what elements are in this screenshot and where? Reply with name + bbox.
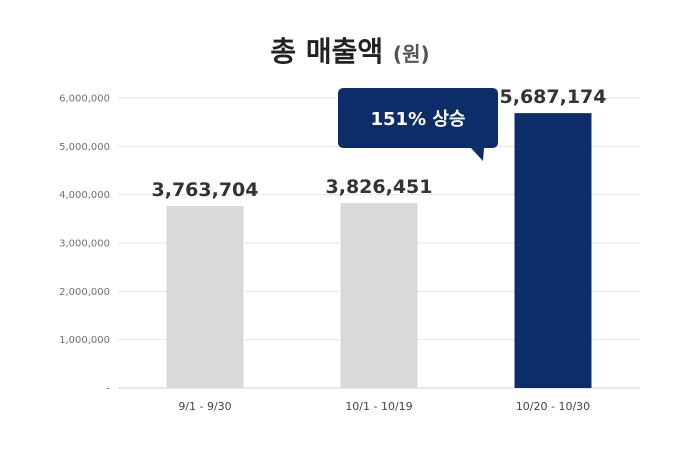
chart-title-text: 총 매출액	[270, 35, 384, 68]
data-label: 5,687,174	[500, 86, 607, 108]
x-tick-label: 10/1 - 10/19	[345, 400, 412, 413]
y-tick-label: 3,000,000	[59, 239, 110, 250]
y-tick-label: 2,000,000	[59, 287, 110, 298]
y-tick-label: 6,000,000	[59, 94, 110, 105]
callout-bubble	[338, 88, 498, 161]
y-tick-label: 4,000,000	[59, 190, 110, 201]
bar	[340, 203, 418, 388]
y-tick-label: 5,000,000	[59, 142, 110, 153]
data-label: 3,763,704	[152, 179, 259, 201]
bar	[166, 206, 244, 388]
x-tick-label: 10/20 - 10/30	[516, 400, 590, 413]
x-tick-label: 9/1 - 9/30	[178, 400, 231, 413]
chart-title: 총 매출액 (원)	[0, 30, 700, 70]
y-tick-label: -	[106, 384, 110, 395]
chart-title-unit: (원)	[392, 42, 430, 66]
data-label: 3,826,451	[326, 176, 433, 198]
callout-text: 151% 상승	[371, 109, 466, 130]
y-tick-label: 1,000,000	[59, 335, 110, 346]
bar	[514, 113, 592, 388]
